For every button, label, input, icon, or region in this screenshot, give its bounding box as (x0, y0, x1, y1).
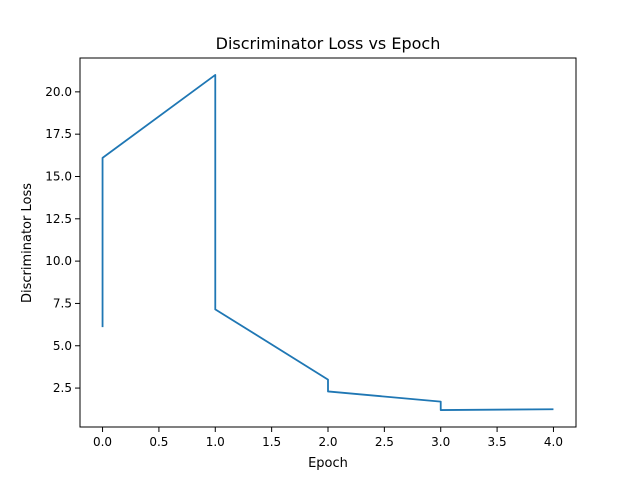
series-layer (101, 74, 554, 411)
plot-frame (79, 57, 577, 428)
x-tick-label: 2.0 (318, 435, 337, 449)
series-line-0 (101, 74, 554, 411)
y-tick-label: 12.5 (45, 212, 72, 226)
chart-title: Discriminator Loss vs Epoch (216, 34, 441, 53)
x-tick-label: 1.0 (206, 435, 225, 449)
x-tick-label: 1.5 (262, 435, 281, 449)
y-tick-label: 20.0 (45, 85, 72, 99)
x-tick-label: 2.5 (375, 435, 394, 449)
y-tick-label: 10.0 (45, 254, 72, 268)
plot-area (79, 57, 577, 428)
y-tick-label: 2.5 (53, 381, 72, 395)
y-axis-label: Discriminator Loss (20, 183, 35, 303)
y-tick-label: 5.0 (53, 339, 72, 353)
x-axis: 0.0 0.5 1.0 1.5 2.0 2.5 3.0 3.5 4.0 (93, 427, 563, 449)
x-tick-label: 4.0 (544, 435, 563, 449)
x-tick-label: 3.5 (488, 435, 507, 449)
x-axis-label: Epoch (308, 456, 348, 471)
x-tick-label: 0.5 (149, 435, 168, 449)
y-axis: 2.5 5.0 7.5 10.0 12.5 15.0 17.5 20.0 (45, 85, 80, 395)
x-tick-label: 3.0 (431, 435, 450, 449)
y-tick-label: 17.5 (45, 127, 72, 141)
y-tick-label: 7.5 (53, 296, 72, 310)
x-tick-label: 0.0 (93, 435, 112, 449)
y-tick-label: 15.0 (45, 169, 72, 183)
